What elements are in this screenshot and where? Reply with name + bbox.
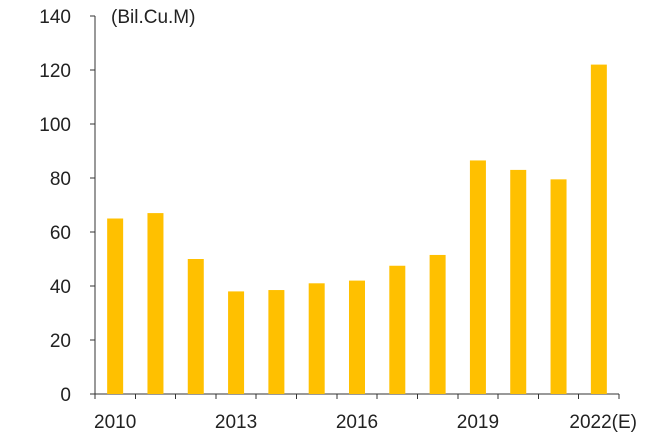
y-tick-label: 60 <box>50 223 71 244</box>
y-tick-label: 40 <box>50 277 71 298</box>
bar-2017 <box>389 265 406 394</box>
y-tick-label: 20 <box>50 331 71 352</box>
y-tick-label: 120 <box>39 61 71 82</box>
x-tick-label: 2010 <box>94 412 136 433</box>
bar-2022(E) <box>590 64 607 394</box>
y-tick-label: 80 <box>50 169 71 190</box>
bar-2013 <box>228 291 245 394</box>
bar-2015 <box>308 283 325 394</box>
bar-2018 <box>429 254 446 394</box>
x-tick-label: 2016 <box>336 412 378 433</box>
y-tick-label: 0 <box>60 385 71 406</box>
bar-2020 <box>510 169 527 394</box>
y-tick-label: 100 <box>39 115 71 136</box>
x-tick-label: 2019 <box>457 412 499 433</box>
bar-2011 <box>147 213 164 394</box>
bar-2014 <box>268 290 285 394</box>
bar-2016 <box>349 280 365 394</box>
y-axis: 0 20 40 60 80 100 120 140 <box>39 7 96 406</box>
bar-2021 <box>550 179 567 394</box>
y-tick-label: 140 <box>39 7 71 28</box>
x-tick-label: 2013 <box>215 412 257 433</box>
x-axis: 2010 2013 2016 2019 2022(E) <box>94 393 637 433</box>
bar-2012 <box>187 259 204 394</box>
y-axis-unit-label: (Bil.Cu.M) <box>111 7 195 28</box>
bar-2019 <box>469 160 486 394</box>
x-tick-label: 2022(E) <box>569 412 637 433</box>
bars <box>107 64 607 394</box>
bar-2010 <box>107 218 124 394</box>
